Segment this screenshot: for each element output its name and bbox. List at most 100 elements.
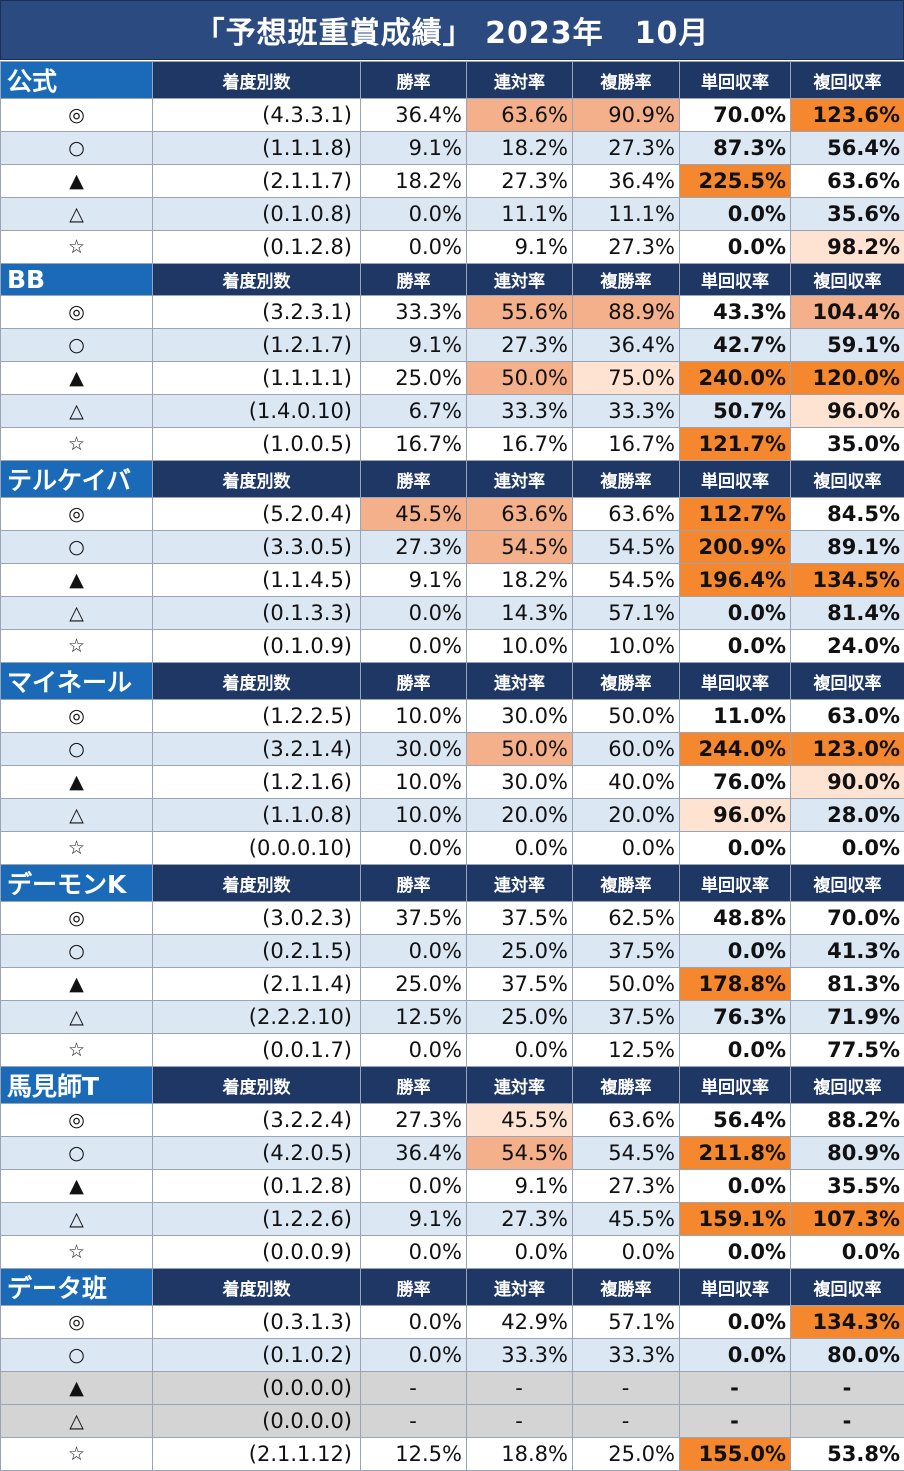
column-header: 着度別数 xyxy=(153,461,361,498)
prediction-mark: ☆ xyxy=(1,630,153,663)
group-header-row: テルケイバ着度別数勝率連対率複勝率単回収率複回収率 xyxy=(1,461,904,498)
group-header-row: データ班着度別数勝率連対率複勝率単回収率複回収率 xyxy=(1,1269,904,1306)
win-return: 196.4% xyxy=(680,564,791,597)
top2-rate: 30.0% xyxy=(467,700,573,733)
prediction-mark: ◎ xyxy=(1,498,153,531)
win-rate: 9.1% xyxy=(361,132,467,165)
top3-rate: 54.5% xyxy=(573,1137,680,1170)
table-row: ☆(0.0.0.9)0.0%0.0%0.0%0.0%0.0% xyxy=(1,1236,904,1269)
place-return: 0.0% xyxy=(791,832,904,865)
prediction-mark: ▲ xyxy=(1,968,153,1001)
prediction-mark: △ xyxy=(1,1203,153,1236)
finish-record: (2.1.1.4) xyxy=(153,968,361,1001)
prediction-mark: △ xyxy=(1,597,153,630)
column-header: 着度別数 xyxy=(153,1067,361,1104)
top2-rate: 63.6% xyxy=(467,498,573,531)
top3-rate: 37.5% xyxy=(573,1001,680,1034)
win-return: 159.1% xyxy=(680,1203,791,1236)
place-return: 71.9% xyxy=(791,1001,904,1034)
column-header: 複勝率 xyxy=(573,1269,680,1306)
top3-rate: 88.9% xyxy=(573,296,680,329)
column-header: 複勝率 xyxy=(573,461,680,498)
top2-rate: 30.0% xyxy=(467,766,573,799)
column-header: 複勝率 xyxy=(573,264,680,296)
win-return: 0.0% xyxy=(680,597,791,630)
win-rate: 12.5% xyxy=(361,1438,467,1471)
top3-rate: 36.4% xyxy=(573,165,680,198)
place-return: 63.0% xyxy=(791,700,904,733)
prediction-mark: ▲ xyxy=(1,165,153,198)
win-rate: 6.7% xyxy=(361,395,467,428)
table-row: ☆(0.1.2.8)0.0%9.1%27.3%0.0%98.2% xyxy=(1,231,904,264)
table-row: ▲(1.1.1.1)25.0%50.0%75.0%240.0%120.0% xyxy=(1,362,904,395)
column-header: 複勝率 xyxy=(573,865,680,902)
table-row: △(1.2.2.6)9.1%27.3%45.5%159.1%107.3% xyxy=(1,1203,904,1236)
finish-record: (0.3.1.3) xyxy=(153,1306,361,1339)
top2-rate: 18.2% xyxy=(467,132,573,165)
win-return: 112.7% xyxy=(680,498,791,531)
top2-rate: 18.2% xyxy=(467,564,573,597)
win-return: 87.3% xyxy=(680,132,791,165)
win-rate: 36.4% xyxy=(361,99,467,132)
win-rate: - xyxy=(361,1405,467,1438)
finish-record: (0.1.0.2) xyxy=(153,1339,361,1372)
win-return: 48.8% xyxy=(680,902,791,935)
win-return: 96.0% xyxy=(680,799,791,832)
top2-rate: 37.5% xyxy=(467,902,573,935)
win-rate: 33.3% xyxy=(361,296,467,329)
finish-record: (5.2.0.4) xyxy=(153,498,361,531)
prediction-mark: △ xyxy=(1,395,153,428)
finish-record: (0.1.3.3) xyxy=(153,597,361,630)
win-return: 42.7% xyxy=(680,329,791,362)
place-return: 134.3% xyxy=(791,1306,904,1339)
prediction-mark: ○ xyxy=(1,329,153,362)
prediction-mark: ◎ xyxy=(1,1306,153,1339)
column-header: 単回収率 xyxy=(680,264,791,296)
top3-rate: 75.0% xyxy=(573,362,680,395)
place-return: 24.0% xyxy=(791,630,904,663)
group-name: 公式 xyxy=(1,62,153,99)
finish-record: (0.1.2.8) xyxy=(153,1170,361,1203)
prediction-mark: ☆ xyxy=(1,1438,153,1471)
place-return: 104.4% xyxy=(791,296,904,329)
win-rate: 16.7% xyxy=(361,428,467,461)
finish-record: (1.1.4.5) xyxy=(153,564,361,597)
place-return: 80.0% xyxy=(791,1339,904,1372)
place-return: 80.9% xyxy=(791,1137,904,1170)
win-rate: 0.0% xyxy=(361,1306,467,1339)
place-return: 59.1% xyxy=(791,329,904,362)
table-row: ○(3.3.0.5)27.3%54.5%54.5%200.9%89.1% xyxy=(1,531,904,564)
column-header: 単回収率 xyxy=(680,865,791,902)
win-rate: 25.0% xyxy=(361,968,467,1001)
prediction-mark: △ xyxy=(1,1405,153,1438)
table-row: ▲(1.1.4.5)9.1%18.2%54.5%196.4%134.5% xyxy=(1,564,904,597)
column-header: 複回収率 xyxy=(791,1269,904,1306)
top3-rate: 37.5% xyxy=(573,935,680,968)
column-header: 連対率 xyxy=(467,62,573,99)
top2-rate: 27.3% xyxy=(467,1203,573,1236)
column-header: 連対率 xyxy=(467,1269,573,1306)
win-return: 178.8% xyxy=(680,968,791,1001)
place-return: 81.4% xyxy=(791,597,904,630)
top3-rate: 36.4% xyxy=(573,329,680,362)
table-row: ☆(0.0.1.7)0.0%0.0%12.5%0.0%77.5% xyxy=(1,1034,904,1067)
win-return: 0.0% xyxy=(680,1236,791,1269)
group-name: マイネール xyxy=(1,663,153,700)
prediction-mark: ○ xyxy=(1,132,153,165)
table-row: ◎(4.3.3.1)36.4%63.6%90.9%70.0%123.6% xyxy=(1,99,904,132)
top3-rate: 90.9% xyxy=(573,99,680,132)
place-return: 70.0% xyxy=(791,902,904,935)
top3-rate: 20.0% xyxy=(573,799,680,832)
win-return: - xyxy=(680,1405,791,1438)
table-row: ○(1.2.1.7)9.1%27.3%36.4%42.7%59.1% xyxy=(1,329,904,362)
win-return: 0.0% xyxy=(680,832,791,865)
finish-record: (1.2.2.5) xyxy=(153,700,361,733)
win-return: 43.3% xyxy=(680,296,791,329)
column-header: 着度別数 xyxy=(153,62,361,99)
top3-rate: 33.3% xyxy=(573,1339,680,1372)
win-rate: 10.0% xyxy=(361,799,467,832)
place-return: 63.6% xyxy=(791,165,904,198)
place-return: 56.4% xyxy=(791,132,904,165)
